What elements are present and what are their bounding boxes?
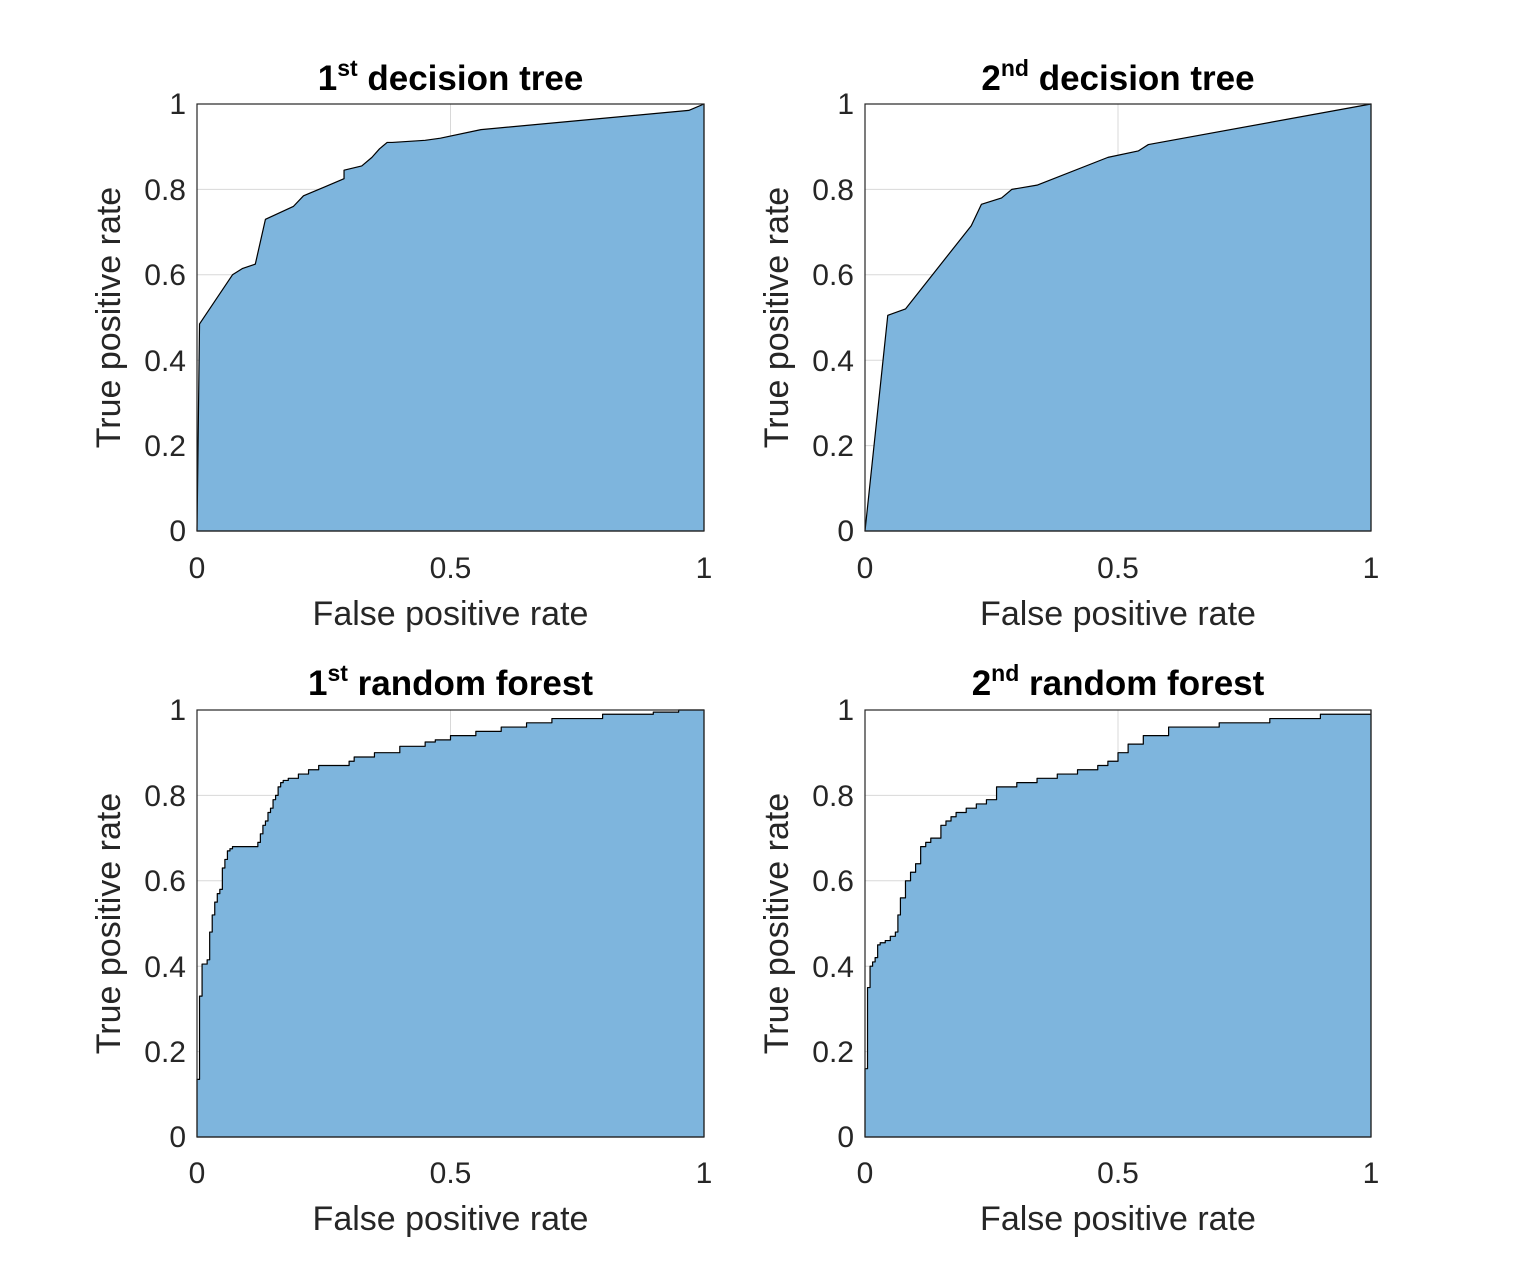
x-tick-label: 0.5 (1097, 1157, 1139, 1190)
axes-frame (864, 709, 1372, 1138)
y-tick-label: 0 (169, 1121, 186, 1154)
x-tick-labels: 0 0.5 1 (189, 1157, 713, 1190)
y-tick-label: 0.6 (812, 865, 854, 898)
y-tick-label: 0 (837, 515, 854, 548)
y-tick-label: 0.6 (144, 865, 186, 898)
y-tick-label: 0.4 (144, 345, 186, 378)
chart-panel-1st-decision-tree: 1st decision tree 0 0.5 1 0 0.2 0.4 0.6 … (90, 55, 712, 633)
axes-frame (864, 103, 1372, 532)
y-tick-label: 0.2 (144, 1036, 186, 1069)
x-tick-labels: 0 0.5 1 (857, 1157, 1380, 1190)
x-tick-label: 0 (189, 552, 206, 585)
y-tick-label: 0.6 (144, 259, 186, 292)
x-tick-label: 0 (857, 552, 874, 585)
axes-frame (196, 709, 705, 1138)
x-tick-labels: 0 0.5 1 (189, 552, 713, 585)
x-tick-label: 0 (857, 1157, 874, 1190)
roc-area (864, 709, 1372, 1138)
y-tick-label: 0.2 (812, 430, 854, 463)
y-tick-label: 0 (837, 1121, 854, 1154)
x-tick-label: 1 (696, 1157, 713, 1190)
y-tick-label: 0.6 (812, 259, 854, 292)
y-tick-label: 0 (169, 515, 186, 548)
y-tick-labels: 0 0.2 0.4 0.6 0.8 1 (812, 88, 854, 548)
axes-frame (196, 103, 705, 532)
y-axis-label: True positive rate (758, 187, 796, 448)
x-axis-label: False positive rate (980, 1200, 1256, 1238)
roc-area (196, 709, 705, 1138)
y-tick-label: 0.4 (144, 951, 186, 984)
chart-title: 2nd decision tree (981, 55, 1254, 98)
x-tick-label: 1 (1363, 1157, 1380, 1190)
x-tick-label: 1 (696, 552, 713, 585)
chart-panel-2nd-decision-tree: 2nd decision tree 0 0.5 1 0 0.2 0.4 0.6 … (758, 55, 1379, 633)
x-axis-label: False positive rate (313, 1200, 589, 1238)
x-tick-label: 1 (1363, 552, 1380, 585)
y-axis-label: True positive rate (90, 793, 128, 1054)
y-tick-label: 0.2 (144, 430, 186, 463)
y-tick-label: 1 (837, 88, 854, 121)
y-tick-label: 0.4 (812, 951, 854, 984)
y-tick-label: 1 (837, 694, 854, 727)
x-tick-label: 0.5 (430, 1157, 472, 1190)
chart-title: 1st random forest (308, 660, 593, 703)
chart-panel-1st-random-forest: 1st random forest 0 0.5 1 0 0.2 0.4 0.6 … (90, 660, 712, 1238)
y-axis-label: True positive rate (90, 187, 128, 448)
y-tick-labels: 0 0.2 0.4 0.6 0.8 1 (144, 694, 186, 1154)
y-tick-label: 1 (169, 88, 186, 121)
chart-title: 1st decision tree (318, 55, 584, 98)
y-tick-label: 0.8 (812, 780, 854, 813)
x-tick-label: 0.5 (430, 552, 472, 585)
y-tick-label: 0.8 (812, 174, 854, 207)
chart-panel-2nd-random-forest: 2nd random forest 0 0.5 1 0 0.2 0.4 0.6 … (758, 660, 1379, 1238)
y-tick-label: 0.4 (812, 345, 854, 378)
x-tick-labels: 0 0.5 1 (857, 552, 1380, 585)
x-axis-label: False positive rate (313, 595, 589, 633)
y-tick-labels: 0 0.2 0.4 0.6 0.8 1 (144, 88, 186, 548)
x-tick-label: 0.5 (1097, 552, 1139, 585)
roc-area (196, 103, 705, 532)
x-axis-label: False positive rate (980, 595, 1256, 633)
y-axis-label: True positive rate (758, 793, 796, 1054)
x-tick-label: 0 (189, 1157, 206, 1190)
y-tick-label: 0.2 (812, 1036, 854, 1069)
y-tick-labels: 0 0.2 0.4 0.6 0.8 1 (812, 694, 854, 1154)
y-tick-label: 0.8 (144, 174, 186, 207)
chart-title: 2nd random forest (972, 660, 1265, 703)
y-tick-label: 1 (169, 694, 186, 727)
roc-area (864, 103, 1372, 532)
y-tick-label: 0.8 (144, 780, 186, 813)
